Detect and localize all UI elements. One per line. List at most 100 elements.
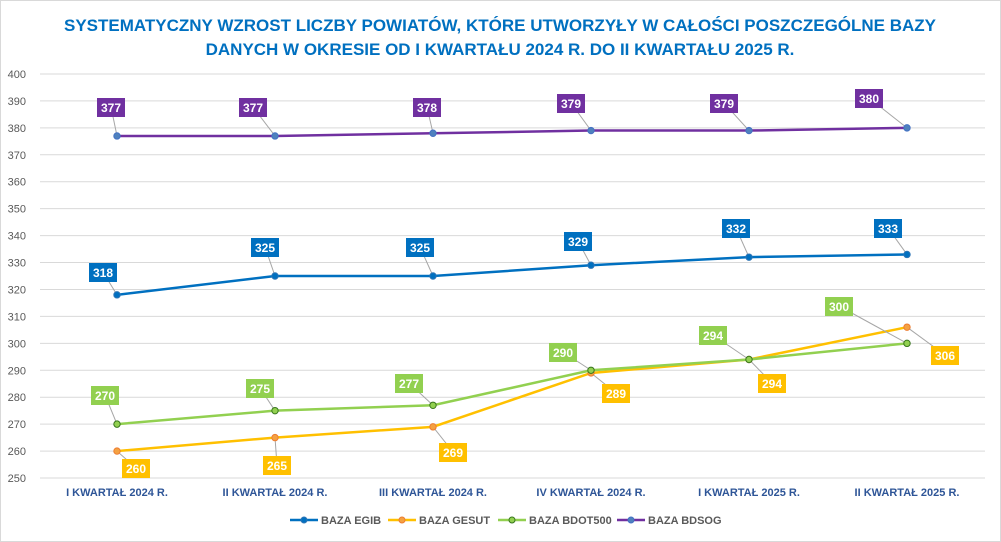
y-tick-label: 250 bbox=[8, 473, 26, 485]
data-label-box bbox=[239, 98, 267, 117]
data-label: 260 bbox=[126, 462, 146, 476]
data-point bbox=[271, 272, 279, 280]
data-point bbox=[903, 250, 911, 259]
y-tick-label: 280 bbox=[8, 392, 26, 404]
series-line bbox=[117, 126, 908, 138]
data-label: 275 bbox=[250, 382, 270, 396]
data-label-box bbox=[874, 219, 902, 238]
data-label: 379 bbox=[561, 97, 581, 111]
data-label-box bbox=[97, 98, 125, 117]
data-label: 333 bbox=[878, 222, 898, 236]
data-point bbox=[429, 272, 437, 280]
data-label: 377 bbox=[243, 101, 263, 115]
data-label-box bbox=[406, 238, 434, 257]
data-point bbox=[903, 339, 911, 348]
data-label: 290 bbox=[553, 346, 573, 360]
y-tick-label: 290 bbox=[8, 365, 26, 377]
data-point bbox=[271, 406, 279, 415]
chart-title: SYSTEMATYCZNY WZROST LICZBY POWIATÓW, KT… bbox=[63, 16, 937, 59]
y-tick-label: 340 bbox=[8, 231, 26, 243]
data-label-box bbox=[758, 374, 786, 393]
series-line bbox=[116, 325, 908, 453]
x-tick-label: II KWARTAŁ 2025 R. bbox=[855, 487, 960, 499]
y-tick-label: 300 bbox=[8, 338, 26, 350]
legend-marker bbox=[300, 516, 308, 524]
y-tick-label: 350 bbox=[8, 204, 26, 216]
data-label: 329 bbox=[568, 235, 588, 249]
data-point bbox=[271, 433, 279, 442]
legend-marker bbox=[508, 516, 516, 524]
data-point bbox=[113, 447, 121, 455]
series-line bbox=[116, 253, 908, 297]
data-label-box bbox=[439, 443, 467, 462]
data-point bbox=[745, 253, 753, 261]
data-label-box bbox=[825, 297, 853, 316]
y-tick-label: 390 bbox=[8, 96, 26, 108]
data-label-box bbox=[122, 459, 150, 478]
y-tick-label: 370 bbox=[8, 150, 26, 162]
data-point bbox=[587, 366, 595, 374]
y-tick-label: 320 bbox=[8, 284, 26, 296]
data-point bbox=[271, 132, 279, 140]
data-label-box bbox=[413, 98, 441, 117]
legend-label: BAZA EGIB bbox=[321, 515, 381, 527]
legend-label: BAZA BDOT500 bbox=[529, 515, 612, 527]
data-label-box bbox=[263, 456, 291, 475]
data-point bbox=[113, 291, 121, 299]
legend-label: BAZA GESUT bbox=[419, 515, 490, 527]
data-label: 379 bbox=[714, 97, 734, 111]
data-label-box bbox=[564, 232, 592, 251]
data-label: 300 bbox=[829, 300, 849, 314]
data-point bbox=[745, 126, 753, 135]
data-label-box bbox=[699, 326, 727, 345]
data-label: 289 bbox=[606, 387, 626, 401]
data-point bbox=[429, 401, 437, 409]
data-label-box bbox=[91, 386, 119, 405]
data-label-box bbox=[557, 94, 585, 113]
data-label: 325 bbox=[255, 241, 275, 255]
data-label: 306 bbox=[935, 349, 955, 363]
data-label-box bbox=[602, 384, 630, 403]
y-tick-label: 310 bbox=[8, 311, 26, 323]
y-tick-label: 380 bbox=[8, 123, 26, 135]
data-point bbox=[429, 129, 437, 137]
data-label: 294 bbox=[703, 329, 723, 343]
data-point bbox=[429, 423, 437, 431]
data-label: 380 bbox=[859, 92, 879, 106]
data-label: 265 bbox=[267, 459, 287, 473]
data-label: 269 bbox=[443, 446, 463, 460]
data-point bbox=[113, 132, 121, 140]
data-label-box bbox=[251, 238, 279, 257]
series-line bbox=[116, 342, 908, 426]
data-label: 332 bbox=[726, 222, 746, 236]
data-label-box bbox=[395, 374, 423, 393]
data-label-box bbox=[246, 379, 274, 398]
data-label-box bbox=[549, 343, 577, 362]
data-point bbox=[903, 124, 911, 132]
data-label: 325 bbox=[410, 241, 430, 255]
y-tick-label: 260 bbox=[8, 446, 26, 458]
legend-marker bbox=[398, 516, 406, 524]
y-tick-label: 400 bbox=[8, 69, 26, 81]
data-label-box bbox=[89, 263, 117, 282]
data-label: 294 bbox=[762, 377, 782, 391]
data-point bbox=[903, 323, 911, 331]
x-tick-label: III KWARTAŁ 2024 R. bbox=[379, 487, 487, 499]
data-label-box bbox=[855, 89, 883, 108]
data-label-box bbox=[722, 219, 750, 238]
x-tick-label: I KWARTAŁ 2025 R. bbox=[698, 487, 800, 499]
legend-marker bbox=[627, 516, 635, 524]
data-point bbox=[113, 420, 121, 428]
y-tick-label: 330 bbox=[8, 258, 26, 270]
x-tick-label: II KWARTAŁ 2024 R. bbox=[223, 487, 328, 499]
legend-label: BAZA BDSOG bbox=[648, 515, 722, 527]
data-label-box bbox=[931, 346, 959, 365]
y-tick-label: 360 bbox=[8, 177, 26, 189]
data-label: 318 bbox=[93, 266, 113, 280]
data-point bbox=[587, 261, 595, 269]
data-point bbox=[587, 126, 595, 135]
data-label: 270 bbox=[95, 389, 115, 403]
y-tick-label: 270 bbox=[8, 419, 26, 431]
data-point bbox=[745, 355, 753, 364]
